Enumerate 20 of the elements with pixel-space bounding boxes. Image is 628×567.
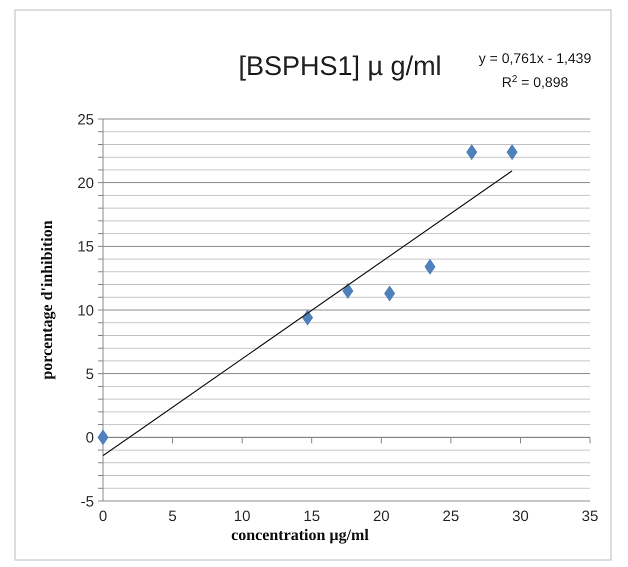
- x-tick-label: 10: [234, 508, 250, 525]
- x-tick-label: 0: [98, 508, 108, 525]
- y-tick-label: 25: [77, 111, 94, 128]
- y-tick-label: -5: [80, 493, 94, 510]
- y-tick-label: 5: [86, 366, 94, 383]
- x-tick-label: 20: [372, 508, 390, 525]
- text: R$^{2}$ = 0,898: [502, 74, 568, 90]
- y-tick-label: 20: [77, 174, 94, 192]
- y-axis-title: porcentage d'inhibition: [39, 220, 56, 380]
- y-tick-label: 0: [86, 430, 94, 447]
- text: y = 0,761x - 1,439: [478, 50, 592, 66]
- x-tick-label: 30: [512, 508, 529, 525]
- x-tick-label: 35: [582, 508, 598, 525]
- x-tick-label: 15: [303, 508, 320, 525]
- x-tick-label: 5: [168, 508, 177, 525]
- y-tick-label: 15: [77, 238, 94, 256]
- y-tick-label: 10: [77, 302, 94, 320]
- x-tick-label: 25: [442, 508, 460, 525]
- x-axis-title: concentration µg/ml: [231, 527, 370, 544]
- chart-title: [BSPHS1] µ g/ml: [238, 51, 442, 81]
